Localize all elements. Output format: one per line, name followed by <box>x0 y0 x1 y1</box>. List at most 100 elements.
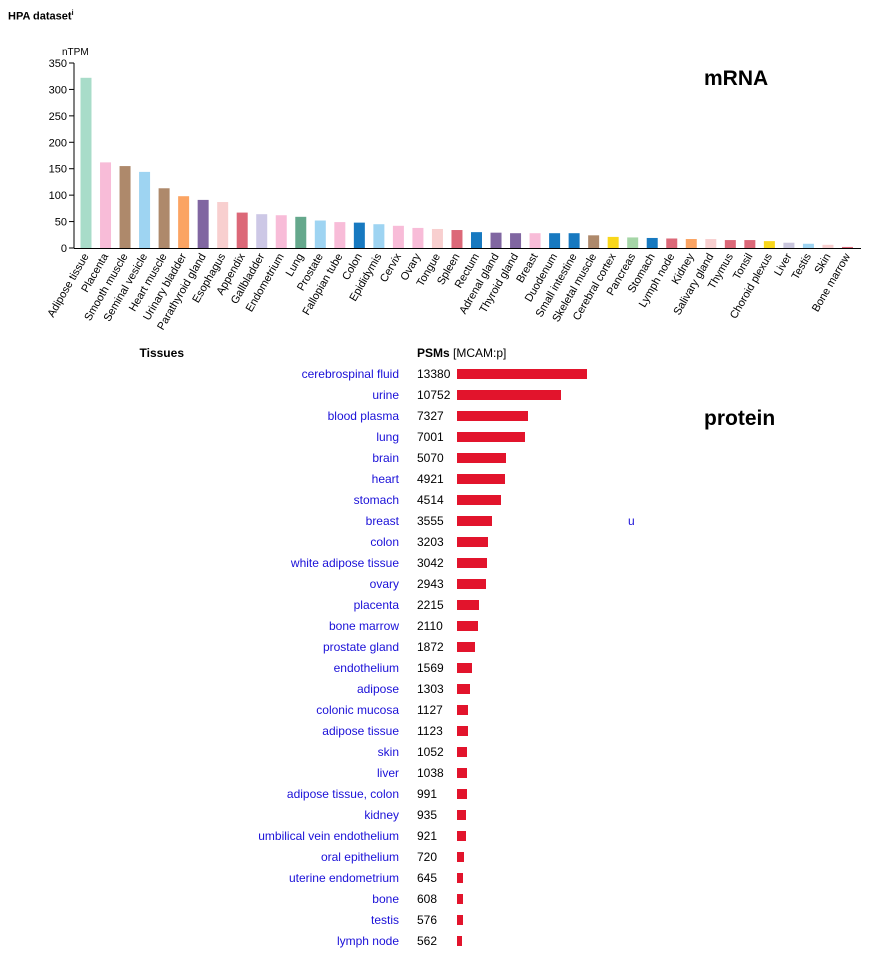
protein-row: umbilical vein endothelium 921 <box>0 826 660 847</box>
protein-row: adipose tissue 1123 <box>0 721 660 742</box>
bar-liver[interactable] <box>783 242 795 248</box>
bar-salivary-gland[interactable] <box>705 239 717 248</box>
tissue-link[interactable]: breast <box>365 514 399 528</box>
bar-stomach[interactable] <box>646 237 658 248</box>
bar-lymph-node[interactable] <box>666 238 678 248</box>
protein-row: placenta 2215 <box>0 595 660 616</box>
psm-bar <box>457 726 468 736</box>
bar-skin[interactable] <box>822 244 834 248</box>
tissue-link[interactable]: blood plasma <box>327 409 399 423</box>
stray-link-text[interactable]: u <box>628 514 635 528</box>
bar-tonsil[interactable] <box>744 240 756 248</box>
bar-epididymis[interactable] <box>373 224 385 248</box>
bar-thyroid-gland[interactable] <box>510 233 522 248</box>
info-icon[interactable]: i <box>71 10 74 17</box>
protein-row: colon 3203 <box>0 532 660 553</box>
bar-fallopian-tube[interactable] <box>334 222 346 248</box>
bar-esophagus[interactable] <box>217 202 229 248</box>
psm-bar <box>457 852 464 862</box>
bar-testis[interactable] <box>802 243 814 248</box>
tissue-link[interactable]: skin <box>377 745 399 759</box>
bar-gallbladder[interactable] <box>256 214 268 248</box>
psm-value: 1569 <box>417 661 444 675</box>
tissue-link[interactable]: adipose <box>356 682 399 696</box>
bar-breast[interactable] <box>529 233 541 248</box>
psm-value: 13380 <box>417 367 451 381</box>
bar-adrenal-gland[interactable] <box>490 232 502 248</box>
tissue-link[interactable]: white adipose tissue <box>290 556 399 570</box>
tissue-link[interactable]: bone marrow <box>328 619 399 633</box>
psm-bar <box>457 936 462 946</box>
bar-urinary-bladder[interactable] <box>178 196 190 248</box>
bar-pancreas[interactable] <box>627 237 639 248</box>
psm-bar <box>457 873 463 883</box>
bar-lung[interactable] <box>295 216 307 248</box>
tissue-link[interactable]: brain <box>372 451 399 465</box>
bar-rectum[interactable] <box>471 232 482 248</box>
tissue-link[interactable]: stomach <box>353 493 399 507</box>
bar-smooth-muscle[interactable] <box>119 166 131 248</box>
tissue-link[interactable]: placenta <box>353 598 399 612</box>
tissue-link[interactable]: adipose tissue <box>322 724 399 738</box>
y-tick-label: 250 <box>49 111 67 123</box>
tissue-link[interactable]: endothelium <box>333 661 399 675</box>
bar-bone-marrow[interactable] <box>841 246 853 248</box>
tissues-header: Tissues <box>139 346 184 360</box>
protein-row: endothelium 1569 <box>0 658 660 679</box>
psm-value: 4514 <box>417 493 444 507</box>
tissue-link[interactable]: uterine endometrium <box>288 871 399 885</box>
bar-cervix[interactable] <box>392 225 404 248</box>
bar-seminal-vesicle[interactable] <box>139 171 151 248</box>
bar-endometrium[interactable] <box>275 215 287 248</box>
dataset-title-text: HPA dataset <box>8 10 72 23</box>
bar-kidney[interactable] <box>685 239 697 248</box>
tissue-link[interactable]: colon <box>370 535 399 549</box>
bar-choroid-plexus[interactable] <box>763 241 775 248</box>
tissue-link[interactable]: cerebrospinal fluid <box>301 367 399 381</box>
tissue-link[interactable]: heart <box>371 472 399 486</box>
tissue-link[interactable]: testis <box>370 913 399 927</box>
bar-duodenum[interactable] <box>549 233 561 248</box>
tissue-link[interactable]: kidney <box>364 808 399 822</box>
y-tick-label: 0 <box>61 243 67 255</box>
psm-bar <box>457 390 561 400</box>
psm-bar <box>457 516 492 526</box>
tissue-link[interactable]: ovary <box>369 577 399 591</box>
bar-colon[interactable] <box>353 222 365 248</box>
bar-parathyroid-gland[interactable] <box>197 199 209 248</box>
protein-row: liver 1038 <box>0 763 660 784</box>
bar-thymus[interactable] <box>724 240 736 248</box>
tissue-link[interactable]: umbilical vein endothelium <box>258 829 399 843</box>
tissue-link[interactable]: colonic mucosa <box>316 703 399 717</box>
bar-placenta[interactable] <box>100 162 112 248</box>
bar-heart-muscle[interactable] <box>158 188 170 248</box>
protein-row: uterine endometrium 645 <box>0 868 660 889</box>
bar-tongue[interactable] <box>431 228 443 248</box>
bar-small-intestine[interactable] <box>568 233 580 248</box>
bar-prostate[interactable] <box>314 220 326 248</box>
tissue-link[interactable]: urine <box>372 388 399 402</box>
bar-spleen[interactable] <box>451 230 463 248</box>
protein-row: brain 5070 <box>0 448 660 469</box>
tissue-link[interactable]: prostate gland <box>322 640 399 654</box>
tissue-link[interactable]: bone <box>372 892 399 906</box>
protein-row: lymph node 562 <box>0 931 660 952</box>
protein-row: bone marrow 2110 <box>0 616 660 637</box>
tissue-link[interactable]: oral epithelium <box>320 850 399 864</box>
tissue-link[interactable]: liver <box>376 766 399 780</box>
psm-bar <box>457 810 466 820</box>
bar-ovary[interactable] <box>412 227 424 248</box>
bar-skeletal-muscle[interactable] <box>588 235 600 248</box>
psm-bar <box>457 642 475 652</box>
protein-row: urine 10752 <box>0 385 660 406</box>
tissue-link[interactable]: adipose tissue, colon <box>286 787 399 801</box>
tissue-link[interactable]: lung <box>376 430 399 444</box>
protein-row: adipose tissue, colon 991 <box>0 784 660 805</box>
psm-value: 562 <box>417 934 438 948</box>
psm-bar <box>457 411 528 421</box>
bar-adipose-tissue[interactable] <box>80 77 92 248</box>
tissue-link[interactable]: lymph node <box>336 934 399 948</box>
bar-appendix[interactable] <box>236 212 248 248</box>
bar-cerebral-cortex[interactable] <box>607 236 619 248</box>
psm-bar <box>457 453 506 463</box>
